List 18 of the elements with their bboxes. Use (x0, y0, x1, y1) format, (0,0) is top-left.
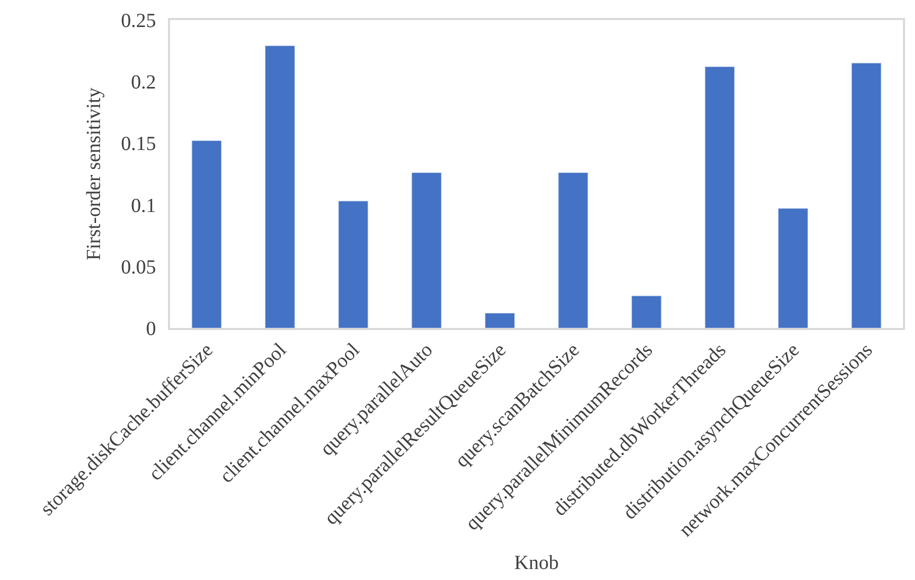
bar (484, 312, 515, 328)
bar (704, 66, 735, 328)
bar (265, 46, 295, 328)
y-tick-label: 0.25 (121, 10, 156, 32)
y-tick-label: 0 (146, 318, 156, 340)
bar (778, 208, 808, 328)
bar (558, 172, 588, 328)
y-tick-label: 0.15 (121, 133, 156, 156)
bar (851, 62, 882, 328)
y-tick-label: 0.1 (131, 194, 156, 217)
x-axis-title: Knob (514, 552, 559, 574)
y-tick-label: 0.05 (121, 256, 156, 278)
bar (632, 296, 662, 328)
y-axis-title: First-order sensitivity (83, 88, 105, 260)
y-tick-label: 0.2 (131, 72, 156, 94)
bar (192, 140, 222, 328)
bar (338, 200, 368, 328)
bar (412, 172, 442, 328)
